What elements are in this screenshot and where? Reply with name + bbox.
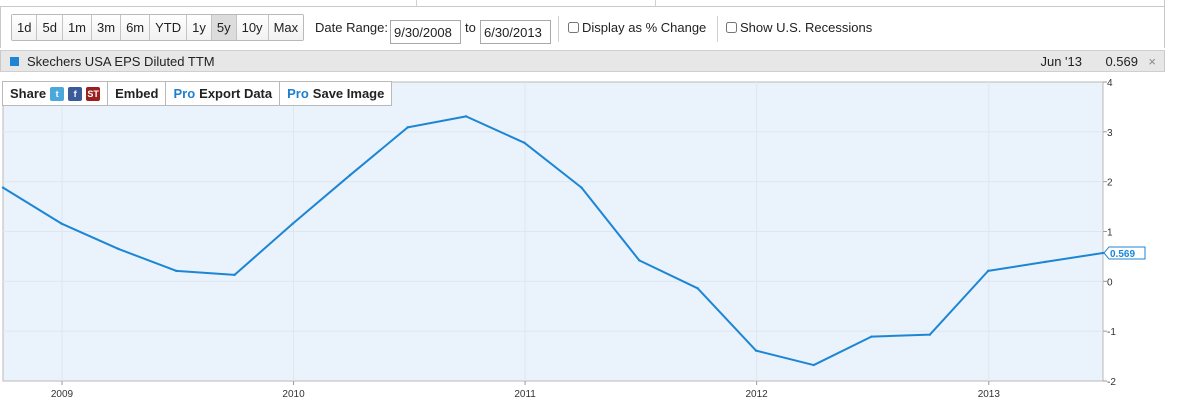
data-point (1044, 260, 1047, 264)
export-data-button[interactable]: Pro Export Data (166, 82, 281, 105)
data-point (523, 141, 526, 144)
to-label: to (465, 20, 476, 35)
end-date-input[interactable] (480, 20, 551, 44)
y-tick-label: 2 (1107, 178, 1113, 189)
chart-toolbar: Share t f ST Embed Pro Export Data Pro S… (2, 81, 393, 106)
pro-badge: Pro (173, 86, 196, 101)
export-data-label: Export Data (199, 86, 273, 101)
x-tick-label: 2009 (51, 389, 74, 400)
top-tabs-strip (0, 0, 1165, 7)
data-point (406, 126, 409, 129)
x-tick-label: 2012 (746, 389, 769, 400)
range-button-5y[interactable]: 5y (211, 15, 237, 40)
share-label: Share (10, 86, 47, 101)
data-point (348, 173, 352, 177)
range-button-6m[interactable]: 6m (121, 15, 151, 40)
eps-line-chart: 4 3 2 1 0 -1 -2 2009 2010 2011 2012 2013 0.569 (1, 78, 1146, 400)
time-range-selector: 1d 5d 1m 3m 6m YTD 1y 5y 10y Max (11, 14, 305, 41)
data-point (638, 259, 641, 262)
data-point (870, 335, 873, 338)
data-point (812, 363, 815, 367)
pro-badge: Pro (287, 86, 309, 101)
data-point (174, 269, 178, 273)
pct-change-checkbox[interactable] (568, 22, 579, 33)
data-point (291, 222, 295, 225)
recessions-label: Show U.S. Recessions (740, 20, 873, 35)
series-line (2, 115, 1104, 367)
close-icon[interactable]: × (1148, 54, 1156, 69)
data-point (60, 222, 63, 225)
last-date: Jun '13 (1040, 54, 1082, 69)
save-image-label: Save Image (312, 86, 385, 101)
y-tick-label: 1 (1107, 228, 1113, 239)
range-button-1m[interactable]: 1m (62, 15, 92, 40)
end-value-label: 0.569 (1110, 249, 1135, 260)
recessions-checkbox[interactable] (726, 22, 737, 33)
embed-button[interactable]: Embed (108, 82, 167, 105)
pct-change-toggle[interactable]: Display as % Change (568, 20, 706, 35)
data-point (580, 186, 583, 189)
y-tick-label: 4 (1107, 78, 1113, 89)
range-button-1d[interactable]: 1d (12, 15, 38, 40)
series-name[interactable]: Skechers USA EPS Diluted TTM (27, 54, 215, 69)
tab-divider (655, 0, 656, 7)
x-tick-label: 2013 (978, 389, 1001, 400)
y-tick-label: -2 (1107, 377, 1116, 388)
date-range-label: Date Range: (315, 20, 388, 35)
last-value: 0.569 (1105, 54, 1138, 69)
range-button-ytd[interactable]: YTD (150, 15, 188, 40)
y-tick-label: -1 (1107, 327, 1116, 338)
save-image-button[interactable]: Pro Save Image (280, 82, 391, 105)
range-button-5d[interactable]: 5d (37, 15, 63, 40)
data-point (754, 349, 758, 352)
separator (717, 16, 718, 42)
range-button-max[interactable]: Max (268, 15, 304, 40)
start-date-input[interactable] (390, 20, 461, 44)
x-tick-label: 2010 (282, 389, 305, 400)
recessions-toggle[interactable]: Show U.S. Recessions (726, 20, 872, 35)
legend-bar: Skechers USA EPS Diluted TTM Jun '13 0.5… (0, 50, 1165, 72)
range-button-10y[interactable]: 10y (236, 15, 269, 40)
facebook-icon[interactable]: f (68, 86, 83, 101)
data-point (986, 269, 990, 273)
x-tick-label: 2011 (514, 389, 536, 400)
range-button-3m[interactable]: 3m (92, 15, 122, 40)
twitter-icon[interactable]: t (50, 86, 65, 101)
data-point (928, 333, 932, 336)
stocktwits-icon[interactable]: ST (86, 86, 101, 101)
embed-label: Embed (115, 86, 159, 101)
data-point (233, 273, 236, 277)
data-point (696, 287, 699, 290)
data-point (1, 186, 5, 189)
separator (558, 16, 559, 42)
y-tick-label: 0 (1107, 277, 1113, 288)
data-point (117, 247, 120, 251)
range-button-1y[interactable]: 1y (187, 15, 212, 40)
data-point (1101, 251, 1105, 255)
end-value-label-box (1103, 246, 1146, 260)
pct-change-label: Display as % Change (582, 20, 707, 35)
tab-divider (416, 0, 417, 7)
share-menu: Share t f ST (3, 82, 109, 105)
y-tick-label: 3 (1107, 128, 1113, 139)
data-point (464, 115, 468, 118)
series-color-swatch (10, 57, 19, 66)
